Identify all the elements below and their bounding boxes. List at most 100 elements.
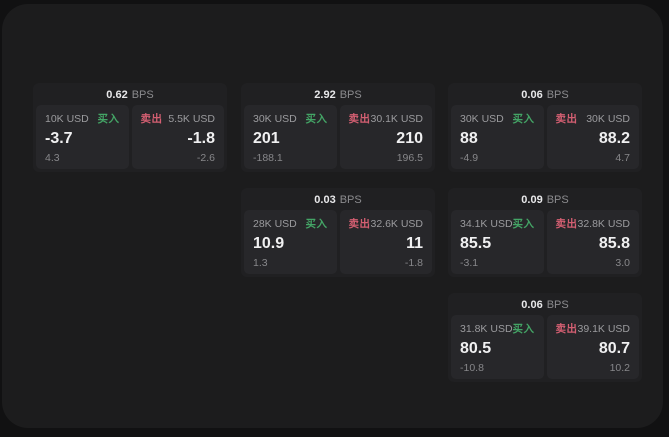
card-header: 0.03 BPS [244, 191, 432, 210]
sell-side-label: 卖出 [555, 323, 578, 335]
sell-price: 85.8 [598, 235, 630, 252]
sell-side-label: 卖出 [348, 218, 371, 230]
card-header: 0.06 BPS [451, 296, 639, 315]
buy-side-label: 买入 [97, 113, 120, 125]
buy-side-label: 买入 [305, 113, 328, 125]
sell-side-label: 卖出 [555, 113, 578, 125]
card-header: 0.06 BPS [451, 86, 639, 105]
sell-amount: 30K USD [586, 112, 630, 125]
sell-cell[interactable]: 卖出 5.5K USD -1.8 -2.6 [131, 105, 224, 169]
sell-sub-value: -2.6 [196, 152, 215, 164]
buy-cell[interactable]: 30K USD 买入 88 -4.9 [451, 105, 544, 169]
buy-price: 85.5 [460, 235, 492, 252]
sell-amount: 32.6K USD [370, 217, 424, 230]
card-cells: 30K USD 买入 201 -188.1 卖出 30.1K USD 210 1… [244, 105, 432, 169]
buy-cell[interactable]: 31.8K USD 买入 80.5 -10.8 [451, 315, 544, 379]
buy-price: 10.9 [253, 235, 285, 252]
sell-price: 210 [396, 130, 423, 147]
buy-side-label: 买入 [305, 218, 328, 230]
buy-amount: 30K USD [460, 112, 504, 125]
bps-value: 0.03 [314, 194, 336, 206]
card-cells: 34.1K USD 买入 85.5 -3.1 卖出 32.8K USD 85.8… [451, 210, 639, 274]
sell-sub-value: 4.7 [615, 152, 630, 164]
card-header: 0.09 BPS [451, 191, 639, 210]
card-header: 2.92 BPS [244, 86, 432, 105]
buy-cell-top: 30K USD 买入 [253, 111, 328, 126]
sell-sub-value: 10.2 [609, 362, 630, 374]
sell-amount: 39.1K USD [577, 322, 631, 335]
buy-amount: 31.8K USD [460, 322, 513, 335]
buy-cell[interactable]: 10K USD 买入 -3.7 4.3 [36, 105, 129, 169]
sell-cell[interactable]: 卖出 32.8K USD 85.8 3.0 [546, 210, 639, 274]
card-header: 0.62 BPS [36, 86, 224, 105]
sell-amount: 5.5K USD [168, 112, 215, 125]
bps-unit-label: BPS [546, 194, 569, 206]
quote-board-panel: 0.62 BPS 10K USD 买入 -3.7 4.3 卖出 5.5K USD… [2, 4, 663, 428]
card-cells: 31.8K USD 买入 80.5 -10.8 卖出 39.1K USD 80.… [451, 315, 639, 379]
buy-cell-top: 28K USD 买入 [253, 216, 328, 231]
buy-cell-top: 34.1K USD 买入 [460, 216, 535, 231]
buy-price: -3.7 [45, 130, 73, 147]
buy-sub-value: -4.9 [460, 152, 479, 164]
sell-cell-top: 卖出 39.1K USD [556, 321, 631, 336]
sell-sub-value: -1.8 [404, 257, 423, 269]
buy-cell[interactable]: 34.1K USD 买入 85.5 -3.1 [451, 210, 544, 274]
bps-value: 2.92 [314, 89, 336, 101]
buy-sub-value: -3.1 [460, 257, 479, 269]
sell-cell-top: 卖出 30K USD [556, 111, 631, 126]
sell-cell-top: 卖出 32.8K USD [556, 216, 631, 231]
quote-grid: 0.62 BPS 10K USD 买入 -3.7 4.3 卖出 5.5K USD… [2, 4, 663, 428]
buy-cell-top: 10K USD 买入 [45, 111, 120, 126]
buy-cell-top: 30K USD 买入 [460, 111, 535, 126]
sell-amount: 32.8K USD [577, 217, 631, 230]
bps-value: 0.09 [521, 194, 543, 206]
sell-cell-top: 卖出 32.6K USD [349, 216, 424, 231]
buy-sub-value: 1.3 [253, 257, 268, 269]
buy-sub-value: 4.3 [45, 152, 60, 164]
sell-sub-value: 3.0 [615, 257, 630, 269]
sell-sub-value: 196.5 [396, 152, 423, 164]
buy-side-label: 买入 [512, 218, 535, 230]
bps-value: 0.06 [521, 89, 543, 101]
sell-side-label: 卖出 [140, 113, 163, 125]
sell-cell-top: 卖出 30.1K USD [349, 111, 424, 126]
sell-cell[interactable]: 卖出 30.1K USD 210 196.5 [339, 105, 432, 169]
quote-card: 0.62 BPS 10K USD 买入 -3.7 4.3 卖出 5.5K USD… [33, 83, 227, 172]
quote-card: 0.03 BPS 28K USD 买入 10.9 1.3 卖出 32.6K US… [241, 188, 435, 277]
bps-unit-label: BPS [131, 89, 154, 101]
sell-side-label: 卖出 [555, 218, 578, 230]
sell-side-label: 卖出 [348, 113, 371, 125]
bps-value: 0.06 [521, 299, 543, 311]
buy-cell-top: 31.8K USD 买入 [460, 321, 535, 336]
buy-side-label: 买入 [512, 323, 535, 335]
sell-cell[interactable]: 卖出 32.6K USD 11 -1.8 [339, 210, 432, 274]
buy-amount: 28K USD [253, 217, 297, 230]
bps-unit-label: BPS [546, 89, 569, 101]
quote-card: 2.92 BPS 30K USD 买入 201 -188.1 卖出 30.1K … [241, 83, 435, 172]
quote-card: 0.06 BPS 31.8K USD 买入 80.5 -10.8 卖出 39.1… [448, 293, 642, 382]
card-cells: 30K USD 买入 88 -4.9 卖出 30K USD 88.2 4.7 [451, 105, 639, 169]
buy-amount: 34.1K USD [460, 217, 513, 230]
quote-card: 0.06 BPS 30K USD 买入 88 -4.9 卖出 30K USD 8… [448, 83, 642, 172]
card-cells: 10K USD 买入 -3.7 4.3 卖出 5.5K USD -1.8 -2.… [36, 105, 224, 169]
buy-price: 88 [460, 130, 478, 147]
buy-price: 201 [253, 130, 280, 147]
buy-sub-value: -10.8 [460, 362, 484, 374]
quote-card: 0.09 BPS 34.1K USD 买入 85.5 -3.1 卖出 32.8K… [448, 188, 642, 277]
buy-side-label: 买入 [512, 113, 535, 125]
bps-value: 0.62 [106, 89, 128, 101]
sell-price: 80.7 [598, 340, 630, 357]
bps-unit-label: BPS [546, 299, 569, 311]
bps-unit-label: BPS [339, 89, 362, 101]
buy-cell[interactable]: 30K USD 买入 201 -188.1 [244, 105, 337, 169]
sell-price: 11 [406, 235, 423, 252]
sell-cell[interactable]: 卖出 30K USD 88.2 4.7 [546, 105, 639, 169]
sell-price: 88.2 [598, 130, 630, 147]
sell-amount: 30.1K USD [370, 112, 424, 125]
sell-cell[interactable]: 卖出 39.1K USD 80.7 10.2 [546, 315, 639, 379]
buy-cell[interactable]: 28K USD 买入 10.9 1.3 [244, 210, 337, 274]
card-cells: 28K USD 买入 10.9 1.3 卖出 32.6K USD 11 -1.8 [244, 210, 432, 274]
sell-cell-top: 卖出 5.5K USD [141, 111, 216, 126]
buy-amount: 10K USD [45, 112, 89, 125]
buy-price: 80.5 [460, 340, 492, 357]
